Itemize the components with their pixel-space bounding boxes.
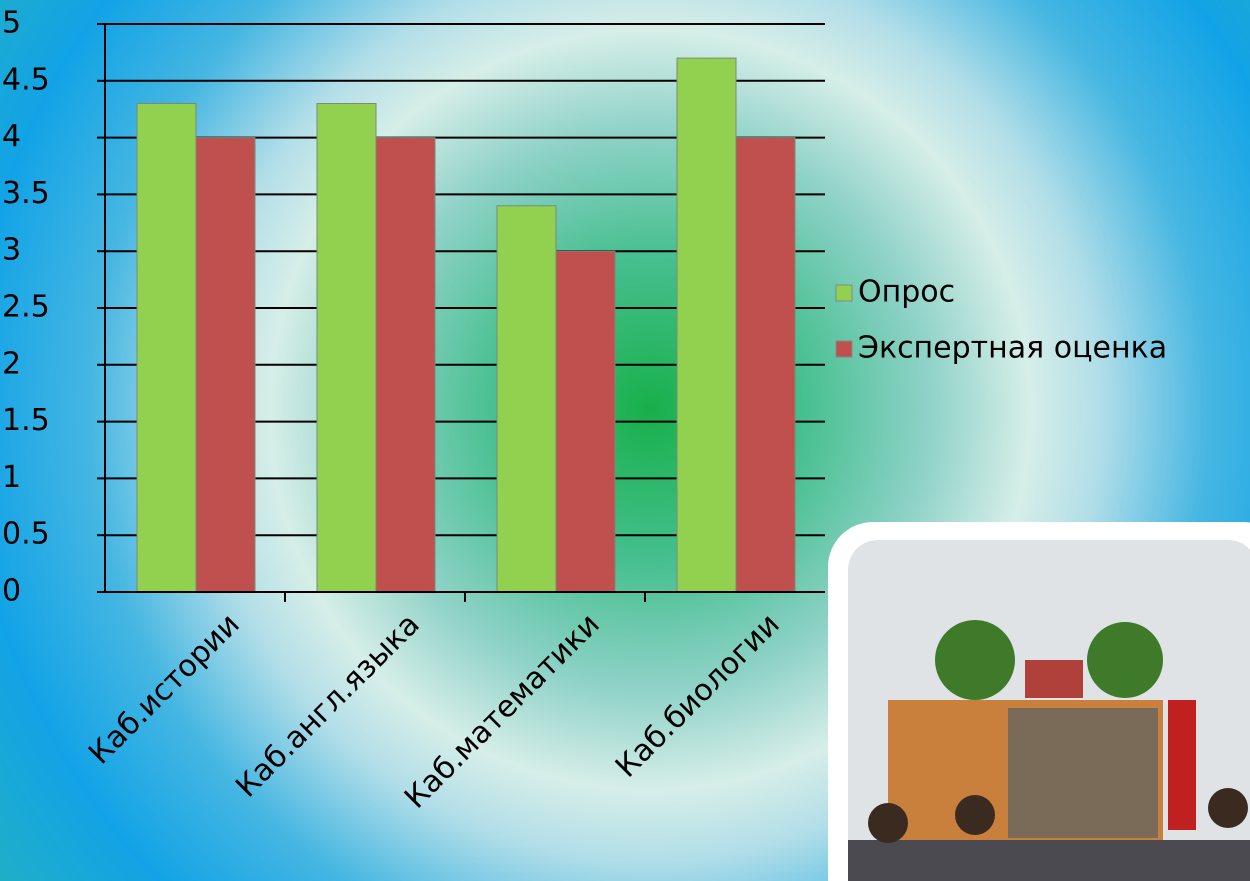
y-tick-label: 5: [2, 6, 21, 41]
legend-swatch: [835, 284, 853, 302]
bar: [555, 250, 616, 593]
y-tick-label: 4: [2, 119, 21, 154]
x-tick-label: Каб.биологии: [609, 607, 787, 785]
legend-label: Экспертная оценка: [858, 331, 1167, 366]
bar: [316, 103, 377, 593]
x-tick-label: Каб.истории: [82, 607, 246, 771]
y-tick-label: 3.5: [2, 176, 50, 211]
legend-label: Опрос: [858, 275, 955, 310]
y-tick-label: 4.5: [2, 62, 50, 97]
y-tick-label: 2.5: [2, 290, 50, 325]
y-tick-label: 2: [2, 346, 21, 381]
x-tick-label: Каб.англ.языка: [229, 607, 427, 805]
y-tick-label: 1.5: [2, 403, 50, 438]
bar: [375, 137, 436, 593]
y-tick-label: 0: [2, 574, 21, 609]
photo: [828, 522, 1250, 881]
y-tick-label: 1: [2, 460, 21, 495]
y-tick-label: 3: [2, 233, 21, 268]
y-tick-label: 0.5: [2, 517, 50, 552]
legend-swatch: [835, 340, 853, 358]
bar: [735, 137, 796, 593]
bar: [136, 103, 197, 593]
x-tick-label: Каб.математики: [398, 607, 607, 816]
bar: [195, 137, 256, 593]
bar: [496, 205, 557, 593]
bar: [676, 57, 737, 593]
